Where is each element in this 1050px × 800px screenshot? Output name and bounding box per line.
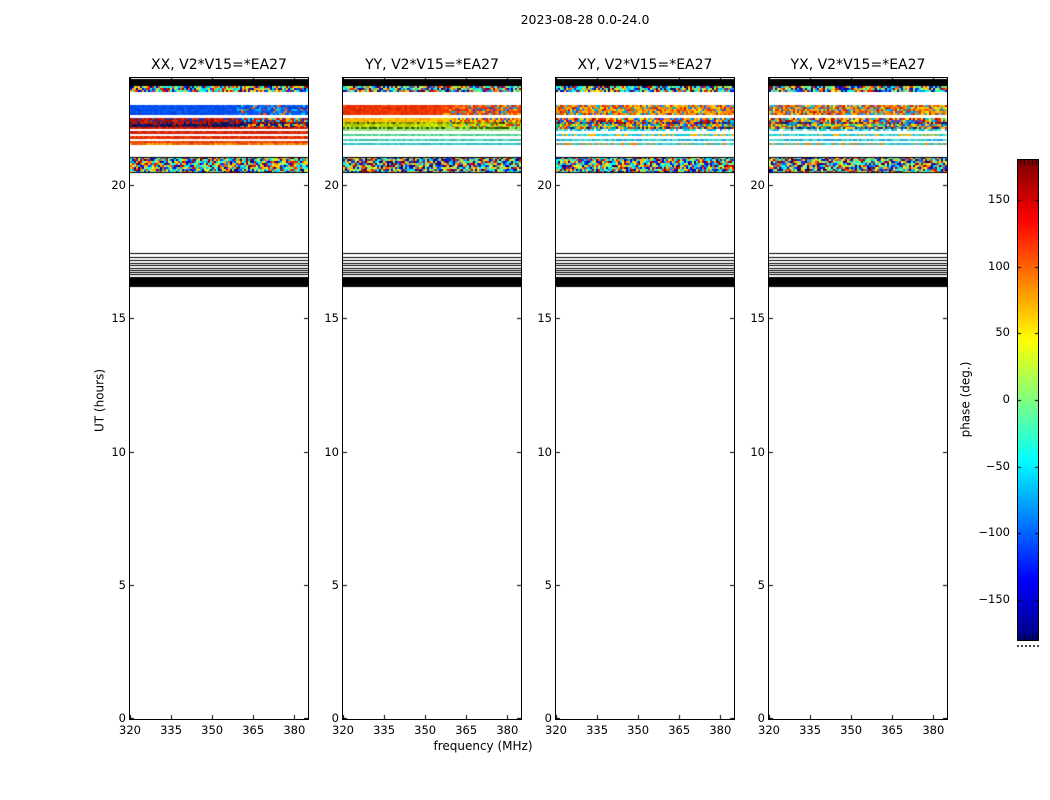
heatmap-canvas-yx — [769, 78, 947, 719]
x-tick-label: 335 — [799, 723, 822, 737]
heatmap-panel-yx — [768, 77, 948, 720]
colorbar-tick-label: 100 — [988, 258, 1010, 273]
y-tick-label: 20 — [750, 177, 765, 192]
colorbar-tick-label: −150 — [978, 592, 1010, 606]
y-tick-label: 20 — [324, 177, 339, 192]
y-tick-label: 10 — [750, 444, 765, 459]
heatmap-panel-xx — [129, 77, 309, 720]
x-tick-label: 350 — [627, 723, 650, 737]
y-tick-label: 10 — [537, 444, 552, 459]
x-tick-label: 320 — [758, 723, 780, 737]
heatmap-canvas-xy — [556, 78, 734, 719]
y-tick-label: 20 — [111, 177, 126, 192]
x-tick-label: 365 — [242, 723, 265, 737]
y-tick-label: 15 — [537, 311, 552, 326]
panel-title-xx: XX, V2*V15=*EA27 — [151, 57, 287, 73]
panel-title-yx: YX, V2*V15=*EA27 — [790, 57, 926, 73]
panel-title-yy: YY, V2*V15=*EA27 — [365, 57, 499, 73]
x-tick-label: 365 — [668, 723, 691, 737]
x-tick-label: 335 — [586, 723, 609, 737]
y-tick-label: 0 — [544, 711, 552, 725]
y-tick-label: 5 — [544, 578, 552, 593]
y-tick-label: 10 — [324, 444, 339, 459]
y-tick-label: 0 — [757, 711, 765, 725]
colorbar-gradient — [1018, 160, 1038, 640]
figure-title: 2023-08-28 0.0-24.0 — [520, 12, 650, 27]
y-tick-label: 5 — [757, 578, 765, 593]
y-tick-label: 5 — [331, 578, 339, 593]
y-tick-label: 10 — [111, 444, 126, 459]
y-tick-label: 20 — [537, 177, 552, 192]
heatmap-panel-xy — [555, 77, 735, 720]
x-tick-label: 365 — [455, 723, 478, 737]
colorbar — [1017, 159, 1039, 641]
x-tick-label: 380 — [283, 723, 306, 737]
x-axis-label: frequency (MHz) — [433, 739, 533, 753]
colorbar-tick-label: −50 — [985, 458, 1010, 473]
y-tick-label: 5 — [118, 578, 126, 593]
x-tick-label: 380 — [922, 723, 945, 737]
y-tick-label: 0 — [118, 711, 126, 725]
x-tick-label: 320 — [332, 723, 354, 737]
y-axis-label: UT (hours) — [92, 368, 107, 433]
colorbar-tick-label: 150 — [988, 192, 1010, 206]
x-tick-label: 365 — [881, 723, 904, 737]
x-tick-label: 350 — [840, 723, 863, 737]
x-tick-label: 380 — [496, 723, 519, 737]
colorbar-tick-label: −100 — [978, 525, 1010, 540]
panel-title-xy: XY, V2*V15=*EA27 — [577, 57, 713, 73]
x-tick-label: 320 — [545, 723, 567, 737]
x-tick-label: 335 — [373, 723, 396, 737]
heatmap-canvas-xx — [130, 78, 308, 719]
colorbar-tick-label: 0 — [1002, 392, 1010, 406]
heatmap-panel-yy — [342, 77, 522, 720]
x-tick-label: 350 — [201, 723, 224, 737]
y-tick-label: 15 — [324, 311, 339, 326]
x-tick-label: 320 — [119, 723, 141, 737]
heatmap-canvas-yy — [343, 78, 521, 719]
y-tick-label: 15 — [111, 311, 126, 326]
x-tick-label: 350 — [414, 723, 437, 737]
colorbar-bottom-dots — [1017, 645, 1039, 647]
x-tick-label: 380 — [709, 723, 732, 737]
y-tick-label: 15 — [750, 311, 765, 326]
x-tick-label: 335 — [160, 723, 183, 737]
colorbar-tick-label: 50 — [995, 325, 1010, 340]
y-tick-label: 0 — [331, 711, 339, 725]
